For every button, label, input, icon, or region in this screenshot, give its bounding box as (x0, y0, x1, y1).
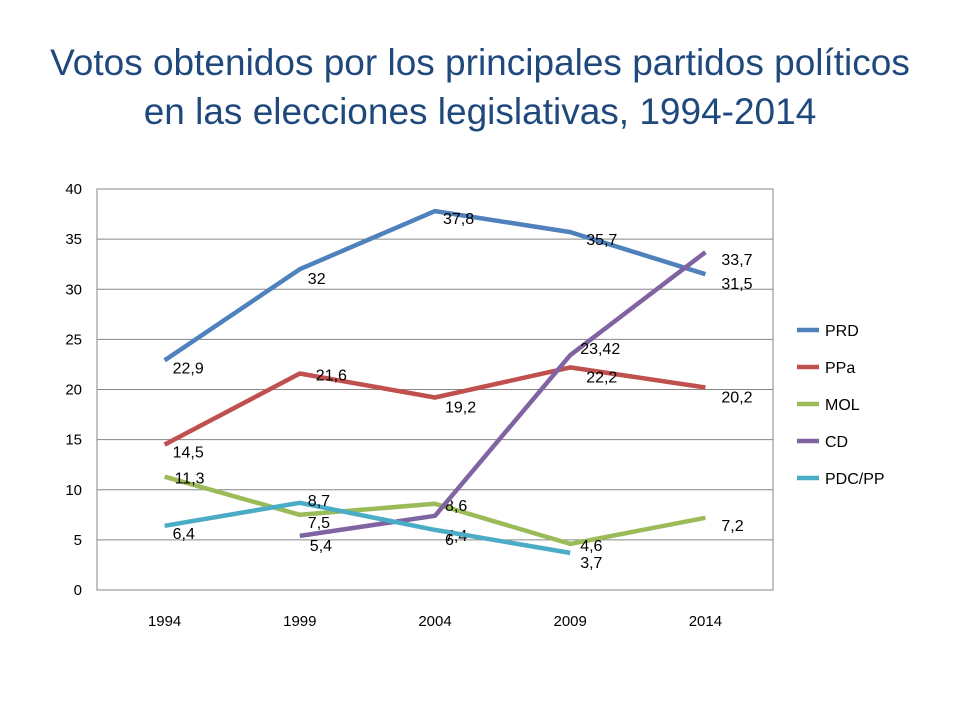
series-line-prd (163, 208, 707, 363)
data-label-cd: 33,7 (721, 252, 752, 269)
data-label-cd: 23,42 (580, 341, 620, 358)
legend-label-ppa: PPa (825, 360, 855, 377)
y-tick-label: 35 (65, 231, 82, 248)
data-label-ppa: 22,2 (586, 369, 617, 386)
chart-title-line-1: Votos obtenidos por los principales part… (50, 42, 910, 83)
y-tick-label: 0 (74, 582, 82, 599)
legend-label-prd: PRD (825, 323, 859, 340)
chart-title-line-2: en las elecciones legislativas, 1994-201… (143, 91, 817, 132)
data-label-ppa: 20,2 (721, 389, 752, 406)
y-tick-label: 20 (65, 382, 82, 399)
data-label-prd: 32 (308, 271, 326, 288)
data-label-mol: 4,6 (580, 538, 602, 555)
data-label-ppa: 14,5 (173, 445, 204, 462)
series-line-pdc-pp (164, 500, 571, 556)
data-label-cd: 5,4 (310, 538, 332, 555)
data-label-prd: 37,8 (443, 211, 474, 228)
series-line-ppa (163, 365, 706, 447)
x-tick-label: 2014 (689, 613, 722, 630)
legend-label-cd: CD (825, 434, 848, 451)
data-label-ppa: 21,6 (316, 367, 347, 384)
y-tick-label: 30 (65, 281, 82, 298)
series-line-cd (299, 250, 707, 539)
data-label-pdc-pp: 6 (445, 532, 454, 549)
y-tick-label: 40 (65, 181, 82, 198)
data-label-prd: 22,9 (173, 360, 204, 377)
y-tick-label: 25 (65, 331, 82, 348)
data-label-prd: 35,7 (586, 232, 617, 249)
data-label-mol: 7,5 (308, 515, 330, 532)
data-label-prd: 31,5 (721, 276, 752, 293)
data-label-pdc-pp: 6,4 (173, 526, 195, 543)
x-tick-label: 2009 (554, 613, 587, 630)
x-tick-label: 2004 (418, 613, 451, 630)
x-tick-label: 1999 (283, 613, 316, 630)
legend-label-pdc-pp: PDC/PP (825, 471, 885, 488)
data-label-ppa: 19,2 (445, 400, 476, 417)
y-tick-label: 5 (74, 532, 82, 549)
y-tick-label: 10 (65, 482, 82, 499)
x-tick-label: 1994 (148, 613, 181, 630)
data-label-mol: 7,2 (721, 518, 743, 535)
chart-title: Votos obtenidos por los principales part… (0, 38, 960, 136)
y-tick-label: 15 (65, 432, 82, 449)
legend-label-mol: MOL (825, 397, 860, 414)
data-label-mol: 8,6 (445, 498, 467, 515)
data-label-mol: 11,3 (175, 471, 205, 488)
series-line-mol (163, 474, 706, 547)
data-label-pdc-pp: 3,7 (580, 555, 602, 572)
data-label-pdc-pp: 8,7 (308, 493, 330, 510)
